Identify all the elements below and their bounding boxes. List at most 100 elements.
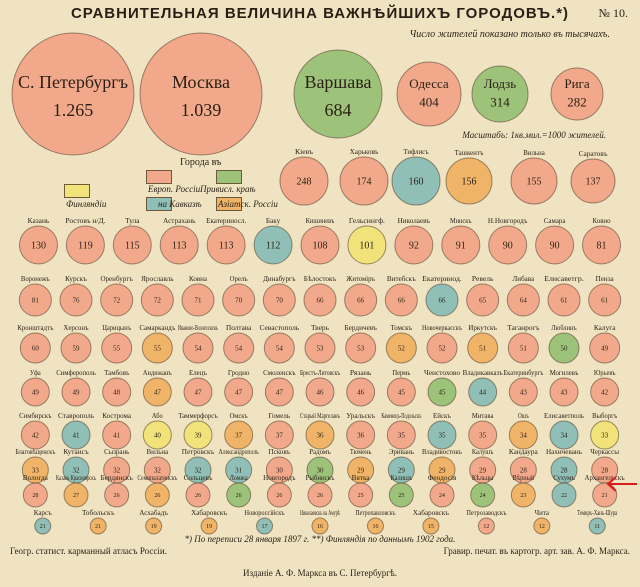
city-bubble: 52 Новочеркасскъ bbox=[422, 324, 462, 364]
city-value-label: 54 bbox=[195, 344, 203, 352]
city-bubble: 25 Калишъ bbox=[388, 474, 414, 508]
city-circle bbox=[223, 332, 255, 364]
city-circle bbox=[311, 517, 329, 535]
city-bubble: 28 Кандаура bbox=[509, 448, 539, 484]
city-name-label: Ярославль bbox=[141, 275, 173, 283]
city-name-label: Митава bbox=[472, 412, 494, 420]
city-name-label: Ташкентъ bbox=[455, 149, 484, 157]
city-bubble: 16 Петропавловскъ bbox=[355, 509, 396, 535]
city-circle bbox=[18, 283, 52, 317]
city-value-label: 72 bbox=[113, 296, 121, 304]
city-bubble: 19 Асхабадъ bbox=[139, 509, 168, 535]
city-circle bbox=[592, 482, 618, 508]
city-name-label: Екатериносл. bbox=[206, 217, 246, 225]
city-bubble: 55 Царицынъ bbox=[101, 324, 133, 364]
city-circle bbox=[226, 482, 252, 508]
city-circle bbox=[344, 283, 378, 317]
city-name-label: Сухумъ bbox=[553, 474, 575, 482]
city-name-label: Або bbox=[152, 412, 163, 420]
city-circle bbox=[183, 377, 213, 407]
city-circle bbox=[256, 517, 274, 535]
city-value-label: 12 bbox=[483, 524, 489, 530]
city-circle bbox=[477, 517, 495, 535]
city-bubble: 30 Псковъ bbox=[265, 448, 293, 484]
city-circle bbox=[588, 517, 606, 535]
city-bubble: 137 Саратовъ bbox=[570, 150, 616, 204]
city-name-label: Ревель bbox=[472, 275, 494, 283]
city-value-label: 72 bbox=[154, 296, 162, 304]
city-value-label: 28 bbox=[601, 466, 609, 474]
city-name-label: Черкассы bbox=[590, 448, 619, 456]
city-circle bbox=[59, 283, 93, 317]
city-name-label: Курскъ bbox=[65, 275, 87, 283]
city-bubble: 29 Владивостокъ bbox=[422, 448, 462, 484]
city-name-label: Екатеринод. bbox=[422, 275, 462, 283]
city-circle bbox=[488, 225, 528, 265]
city-name-label: Кутаисъ bbox=[63, 448, 89, 456]
city-circle bbox=[347, 225, 387, 265]
city-name-label: Тифлисъ bbox=[403, 148, 429, 156]
city-value-label: 26 bbox=[114, 493, 120, 499]
city-bubble: 15 Хабаровскъ bbox=[413, 509, 449, 535]
city-value-label: 31 bbox=[235, 466, 243, 474]
city-circle bbox=[426, 332, 458, 364]
city-circle bbox=[20, 420, 50, 450]
city-value-label: 314 bbox=[490, 95, 510, 110]
city-name-label: Уфа bbox=[30, 369, 42, 377]
city-value-label: 19 bbox=[206, 524, 212, 530]
city-bubble: 19 Хабаровскъ bbox=[191, 509, 227, 535]
city-circle bbox=[89, 517, 107, 535]
city-name-label: Ковно bbox=[593, 217, 611, 225]
city-circle bbox=[112, 225, 152, 265]
city-bubble: 24 Кѣльцы bbox=[470, 474, 496, 508]
city-value-label: 115 bbox=[125, 241, 140, 252]
city-bubble: 41 Ставрополь bbox=[58, 412, 94, 450]
city-value-label: 47 bbox=[235, 388, 243, 396]
city-name-label: Кандаура bbox=[509, 448, 539, 456]
city-value-label: 36 bbox=[357, 431, 365, 439]
city-name-label: Петрозаводскъ bbox=[466, 509, 506, 517]
city-value-label: 47 bbox=[276, 388, 284, 396]
city-circle bbox=[222, 283, 256, 317]
city-name-label: Симбирскъ bbox=[19, 412, 52, 420]
city-bubble: 42 Симбирскъ bbox=[19, 412, 52, 450]
city-value-label: 35 bbox=[439, 431, 447, 439]
city-value-label: 160 bbox=[409, 177, 424, 188]
city-value-label: 61 bbox=[561, 296, 569, 304]
city-name-label: Ковна bbox=[189, 275, 208, 283]
city-value-label: 119 bbox=[78, 241, 93, 252]
city-circle bbox=[139, 32, 263, 156]
legend-label-caucasus: на Кавказѣ bbox=[158, 199, 202, 209]
city-circle bbox=[22, 482, 48, 508]
city-value-label: 53 bbox=[357, 344, 365, 352]
city-value-label: 48 bbox=[113, 388, 121, 396]
city-value-label: 66 bbox=[317, 296, 325, 304]
city-circle bbox=[65, 225, 105, 265]
city-name-label: Вологда bbox=[23, 474, 49, 482]
city-value-label: 25 bbox=[398, 493, 404, 499]
city-name-label: Ростовъ н/Д. bbox=[65, 217, 105, 225]
city-value-label: 49 bbox=[32, 388, 40, 396]
city-value-label: 76 bbox=[73, 296, 81, 304]
city-bubble: 37 Гомель bbox=[264, 412, 294, 450]
city-bubble: 47 Елецъ bbox=[183, 369, 213, 407]
city-value-label: 40 bbox=[154, 431, 162, 439]
city-bubble: 43 Екатеринбургъ bbox=[503, 369, 544, 407]
city-name-label: Житоміръ bbox=[346, 275, 375, 283]
city-bubble: 26 Бердянскъ bbox=[100, 474, 133, 508]
city-value-label: 34 bbox=[520, 431, 528, 439]
city-name-label: Бѣлостокъ bbox=[304, 275, 337, 283]
city-value-label: 1.039 bbox=[181, 100, 222, 120]
city-bubble: 113 Астрахань bbox=[159, 217, 199, 265]
city-bubble: 49 Калуга bbox=[589, 324, 621, 364]
city-bubble: 12 Петрозаводскъ bbox=[466, 509, 507, 535]
city-bubble: 51 Таганрогъ bbox=[507, 324, 540, 364]
city-value-label: 52 bbox=[398, 344, 406, 352]
city-name-label: Казань Красноярскъ bbox=[56, 474, 96, 482]
city-name-label: Кѣльцы bbox=[472, 474, 494, 482]
city-value-label: 16 bbox=[317, 524, 323, 530]
city-bubble: 33 Выборгъ bbox=[590, 412, 620, 450]
city-bubble: 36 Уральскъ bbox=[346, 412, 375, 450]
city-circle bbox=[590, 420, 620, 450]
